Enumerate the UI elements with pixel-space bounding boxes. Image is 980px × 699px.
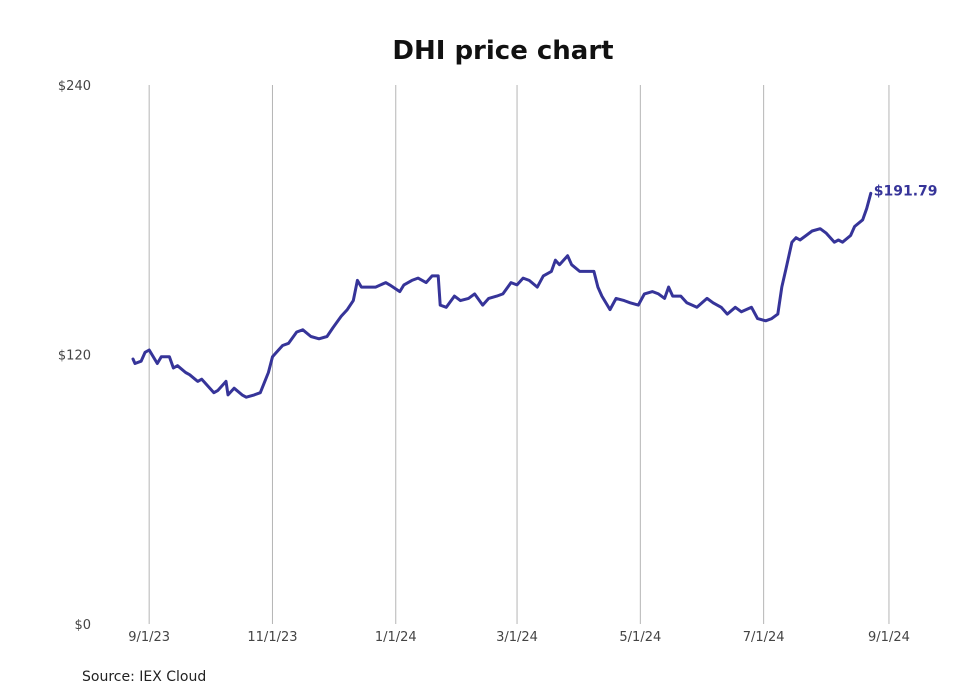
price-line (131, 191, 873, 399)
x-tick-label: 1/1/24 (375, 630, 417, 645)
end-value-label-group: $191.79 (874, 183, 938, 199)
series-line (131, 191, 873, 399)
y-tick-label: $240 (58, 79, 91, 94)
x-tick-label: 5/1/24 (619, 630, 661, 645)
y-axis-ticks: $0 $120 $240 (58, 79, 91, 633)
x-tick-label: 9/1/24 (868, 630, 910, 645)
y-tick-label: $0 (74, 618, 91, 633)
x-axis-ticks: 9/1/23 11/1/23 1/1/24 3/1/24 5/1/24 7/1/24 9/1… (128, 630, 910, 645)
y-tick-label: $120 (58, 349, 91, 364)
end-value-label: $191.79 (874, 183, 938, 199)
x-tick-label: 3/1/24 (496, 630, 538, 645)
x-tick-label: 9/1/23 (128, 630, 170, 645)
x-tick-label: 11/1/23 (247, 630, 297, 645)
source-note: Source: IEX Cloud (82, 669, 207, 685)
x-tick-label: 7/1/24 (743, 630, 785, 645)
chart-title: DHI price chart (392, 36, 613, 66)
grid-lines (148, 85, 890, 624)
